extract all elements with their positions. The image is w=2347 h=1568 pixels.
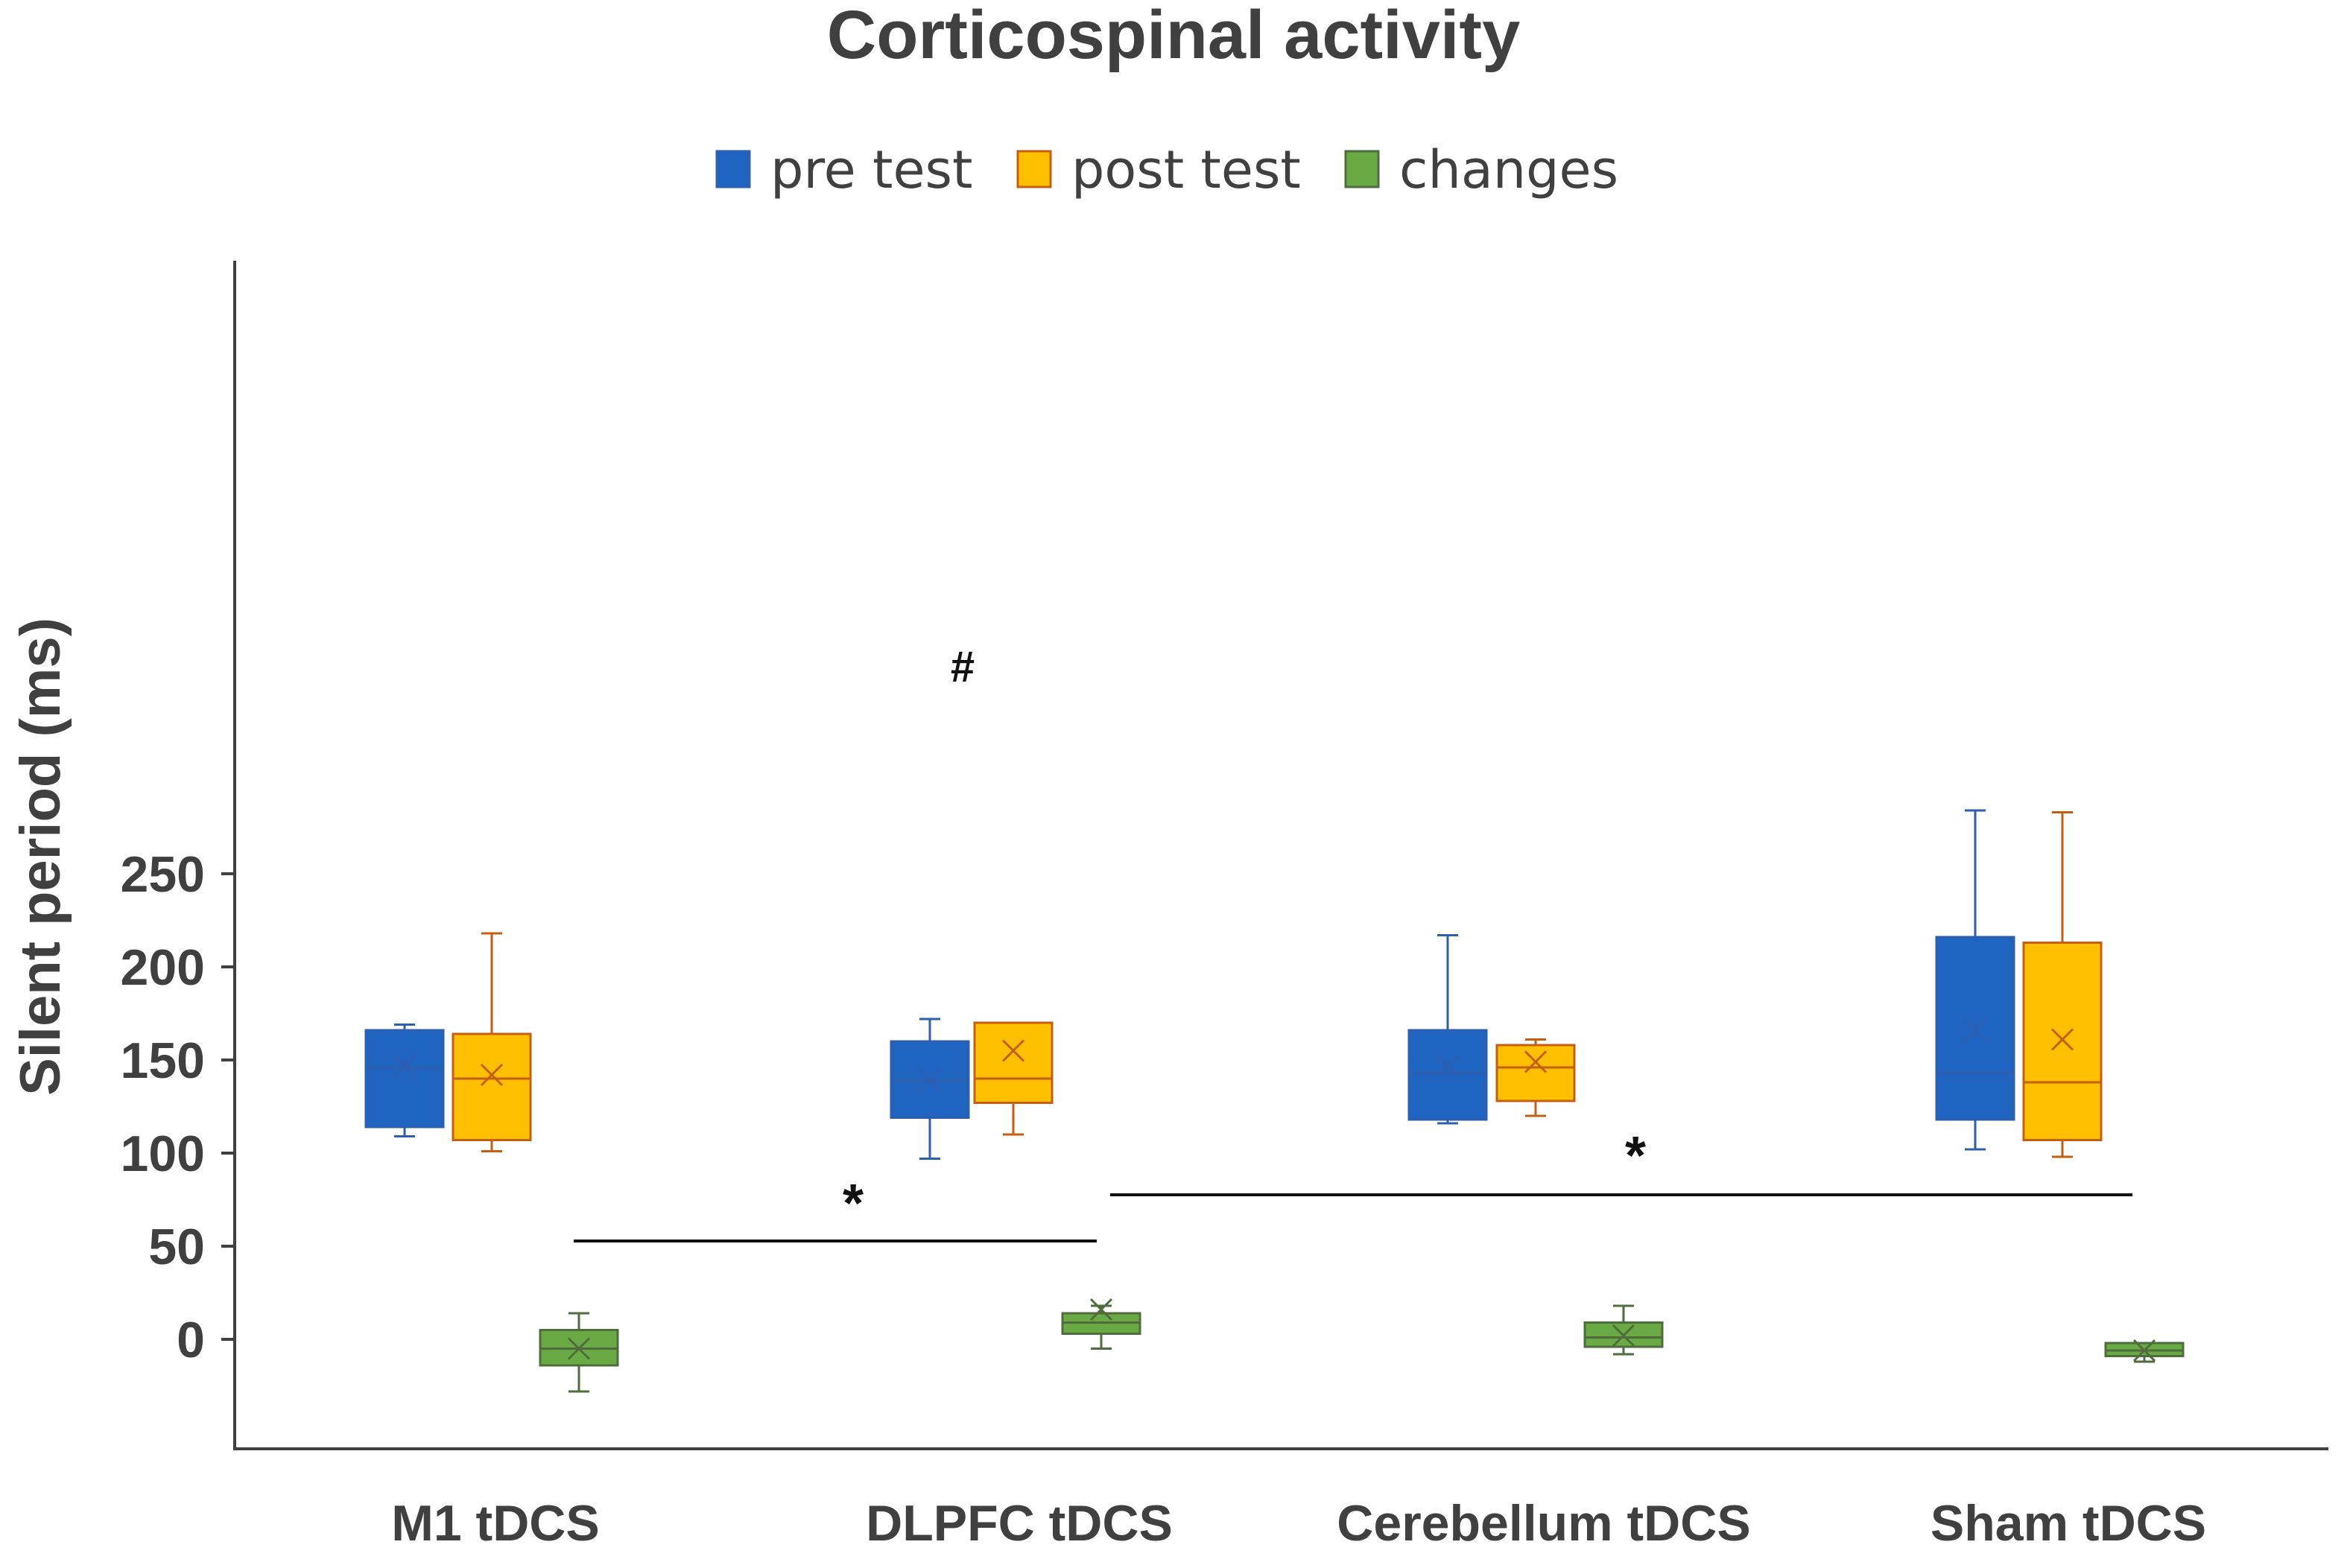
legend-label-changes: changes: [1399, 139, 1618, 200]
x-tick-labels: M1 tDCS DLPFC tDCS Cerebellum tDCS Sham tDC…: [391, 1495, 2206, 1552]
changes-box-sham-tdcs: [2104, 1339, 2185, 1363]
iqr-box: [1495, 1044, 1576, 1102]
changes-box-m1-tdcs: [539, 1312, 619, 1393]
iqr-box: [973, 1021, 1054, 1104]
y-tick-label-50: 50: [148, 1219, 205, 1275]
mean-marker: [1001, 1039, 1025, 1062]
y-tick-label-200: 200: [121, 939, 205, 996]
legend-swatch-post-test: [1016, 150, 1052, 188]
x-tick-label-dlpfc-tdcs: DLPFC tDCS: [866, 1495, 1173, 1552]
x-tick-label-m1-tdcs: M1 tDCS: [391, 1495, 600, 1552]
pre-test-box-m1-tdcs: [364, 1023, 445, 1137]
iqr-box: [452, 1032, 532, 1141]
post-test-box-dlpfc-tdcs: [973, 1021, 1054, 1136]
y-tick-label-0: 0: [177, 1312, 205, 1368]
pre-test-box-cerebellum-tdcs: [1407, 934, 1488, 1125]
y-tick-label-100: 100: [121, 1126, 205, 1182]
legend-label-post-test: post test: [1071, 139, 1301, 200]
mean-marker: [918, 1069, 942, 1092]
mean-marker: [1963, 1018, 1987, 1042]
iqr-box: [364, 1029, 445, 1129]
changes-box-dlpfc-tdcs: [1061, 1298, 1141, 1350]
post-test-box-cerebellum-tdcs: [1495, 1038, 1576, 1117]
pre-test-box-dlpfc-tdcs: [890, 1018, 970, 1160]
significance-star-2: *: [1625, 1126, 1646, 1186]
significance-star-1: *: [843, 1174, 864, 1234]
mean-marker: [2050, 1028, 2074, 1051]
mean-marker: [1524, 1050, 1548, 1073]
y-ticks: 0 50 100 150 200 250: [121, 846, 235, 1368]
mean-marker: [2132, 1339, 2156, 1362]
x-tick-label-cerebellum-tdcs: Cerebellum tDCS: [1337, 1495, 1750, 1552]
box-groups: [364, 809, 2185, 1393]
hash-annotation: #: [951, 643, 975, 691]
mean-marker: [480, 1063, 504, 1087]
legend-swatch-pre-test: [715, 150, 751, 188]
mean-marker: [567, 1337, 591, 1360]
mean-marker: [1612, 1324, 1635, 1348]
mean-marker: [1436, 1054, 1460, 1077]
y-tick-label-250: 250: [121, 846, 205, 903]
changes-box-cerebellum-tdcs: [1583, 1304, 1664, 1356]
y-tick-label-150: 150: [121, 1032, 205, 1089]
iqr-box: [1935, 936, 2015, 1121]
post-test-box-sham-tdcs: [2022, 811, 2103, 1158]
legend-swatch-changes: [1344, 150, 1380, 188]
y-axis-label: Silent period (ms): [9, 618, 72, 1096]
x-tick-label-sham-tdcs: Sham tDCS: [1931, 1495, 2206, 1552]
mean-marker: [393, 1054, 416, 1077]
mean-marker: [1089, 1298, 1113, 1321]
chart-title: Corticospinal activity: [827, 0, 1520, 73]
iqr-box: [2022, 942, 2103, 1141]
iqr-box: [1407, 1029, 1488, 1121]
post-test-box-m1-tdcs: [452, 932, 532, 1152]
legend: pre test post test changes: [715, 139, 1618, 200]
pre-test-box-sham-tdcs: [1935, 809, 2015, 1151]
legend-label-pre-test: pre test: [770, 139, 972, 200]
